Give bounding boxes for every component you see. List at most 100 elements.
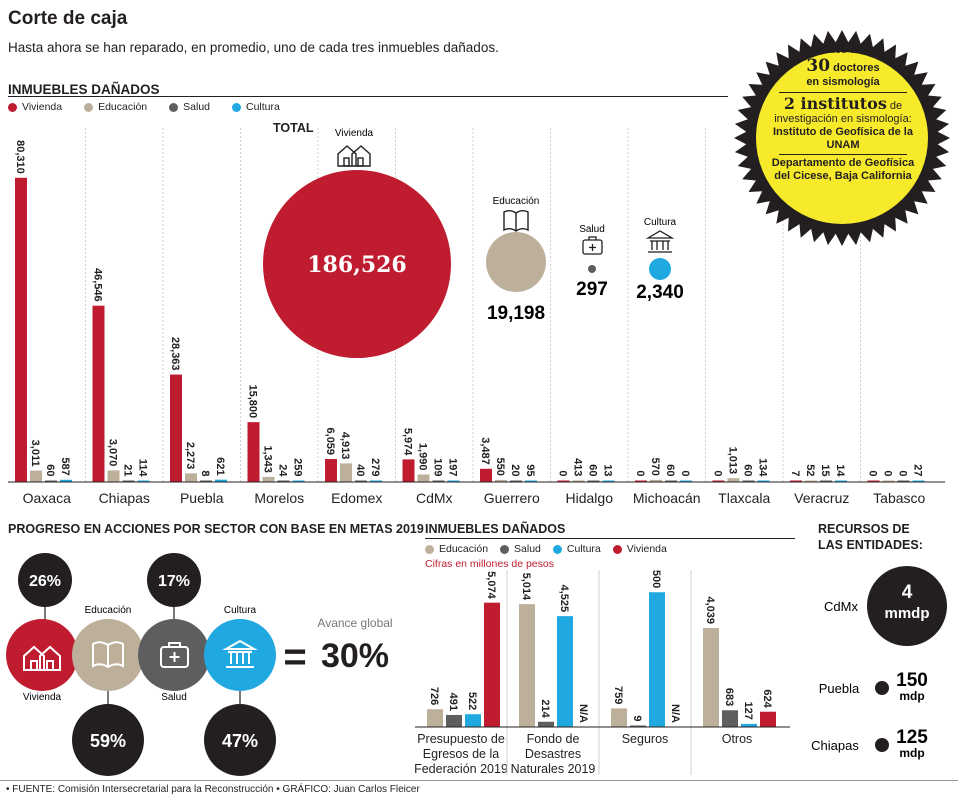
category-label: Veracruz — [794, 490, 849, 506]
bar-value-label: 7 — [789, 470, 801, 476]
budget-bar-educación-0 — [427, 709, 443, 727]
progress-vivienda-label: Vivienda — [23, 692, 62, 703]
category-label: Michoacán — [633, 490, 701, 506]
budget-legend-salud: Salud — [500, 543, 541, 555]
bar-value-label: 279 — [369, 458, 381, 476]
resource-chiapas-num: 125 — [896, 727, 928, 748]
educacion-dot-icon — [84, 102, 94, 112]
bar-value-label: 1,990 — [417, 443, 429, 471]
cultura-dot-icon — [232, 102, 241, 112]
budget-value-label: N/A — [577, 704, 589, 723]
budget-category-label: Federación 2019 — [414, 762, 508, 776]
bar-value-label: 80,310 — [14, 140, 26, 174]
bar-value-label: 6,059 — [324, 428, 336, 456]
progress-cultura-badge — [204, 704, 276, 776]
bar-value-label: 24 — [277, 464, 289, 477]
bar-vivienda-10 — [790, 480, 802, 482]
bar-value-label: 1,013 — [727, 447, 739, 475]
bar-salud-2 — [200, 480, 212, 482]
bar-salud-4 — [355, 480, 367, 482]
global-label: Avance global — [317, 616, 392, 630]
bar-salud-9 — [742, 480, 755, 482]
budget-bar-salud-1 — [538, 721, 554, 727]
medkit-icon — [582, 236, 603, 255]
bar-value-label: 3,011 — [29, 440, 41, 467]
bar-value-label: 95 — [524, 464, 536, 476]
totals-graphic: Vivienda 186,526 Educación 19,198 Salud … — [263, 128, 684, 358]
bar-value-label: 587 — [59, 457, 71, 475]
bar-value-label: 413 — [572, 458, 584, 476]
medkit-icon — [160, 642, 189, 668]
budget-bar-vivienda-0 — [484, 602, 500, 727]
bar-value-label: 3,070 — [107, 439, 119, 467]
bar-salud-8 — [665, 480, 677, 482]
legend-cultura: Cultura — [232, 101, 280, 113]
bar-cultura-7 — [602, 480, 615, 482]
house-icon — [23, 645, 61, 671]
bar-value-label: 0 — [897, 470, 909, 476]
category-label: Tabasco — [873, 490, 925, 506]
bar-cultura-4 — [370, 480, 382, 482]
resource-puebla-num: 150 — [896, 670, 928, 691]
bar-value-label: 46,546 — [92, 268, 104, 302]
budget-title: INMUEBLES DAÑADOS — [425, 522, 566, 536]
progress-graphic: 26% 17% 59% 47% Educación Cultura Vivien… — [6, 553, 393, 776]
bar-value-label: 21 — [122, 464, 134, 476]
bar-value-label: 109 — [432, 458, 444, 476]
budget-rule — [425, 538, 795, 539]
category-label: Guerrero — [484, 490, 540, 506]
bar-vivienda-4 — [325, 459, 337, 482]
category-label: Tlaxcala — [718, 490, 770, 506]
budget-category-label: Naturales 2019 — [511, 762, 596, 776]
budget-legend: Educación Salud Cultura Vivienda — [425, 543, 667, 555]
bar-cultura-9 — [757, 480, 770, 482]
bar-salud-11 — [897, 480, 910, 482]
total-label: TOTAL — [273, 121, 314, 135]
bar-educación-2 — [185, 473, 197, 482]
total-cultura-label: Cultura — [644, 217, 677, 228]
bar-vivienda-2 — [170, 374, 182, 482]
bar-value-label: 0 — [712, 470, 724, 476]
budget-bar-salud-2 — [630, 725, 646, 727]
resource-cdmx-circle — [867, 566, 947, 646]
budget-value-label: 759 — [612, 686, 624, 704]
salud-dot-icon — [500, 544, 510, 554]
bar-value-label: 3,487 — [479, 437, 491, 465]
bar-value-label: 60 — [44, 464, 56, 476]
budget-category-label: Fondo de — [527, 732, 580, 746]
budget-legend-educacion: Educación — [425, 543, 488, 555]
category-label: Chiapas — [99, 490, 150, 506]
bar-value-label: 0 — [867, 470, 879, 476]
total-vivienda-value: 186,526 — [307, 252, 407, 278]
equals-sign: = — [283, 635, 306, 679]
bar-value-label: 5,974 — [402, 428, 414, 456]
bar-value-label: 1,343 — [262, 445, 274, 473]
category-label: Oaxaca — [23, 490, 71, 506]
progress-title: PROGRESO EN ACCIONES POR SECTOR CON BASE… — [8, 522, 424, 536]
budget-value-label: 9 — [631, 715, 643, 721]
budget-value-label: 5,500 — [650, 570, 662, 588]
total-educacion-label: Educación — [493, 196, 540, 207]
resource-puebla-unit: mdp — [899, 689, 924, 703]
vivienda-dot-icon — [8, 102, 17, 112]
bar-value-label: 27 — [912, 464, 924, 476]
bar-salud-3 — [277, 480, 290, 482]
cultura-dot-icon — [552, 544, 562, 554]
bar-cultura-3 — [292, 480, 305, 482]
bar-educación-5 — [417, 474, 430, 482]
resource-puebla-label: Puebla — [819, 681, 860, 696]
budget-value-label: 683 — [723, 688, 735, 706]
bar-vivienda-1 — [92, 305, 105, 482]
bar-value-label: 14 — [834, 464, 846, 477]
bar-cultura-10 — [835, 480, 847, 482]
category-label: Hidalgo — [566, 490, 614, 506]
bar-vivienda-7 — [557, 480, 570, 482]
total-salud-value: 297 — [576, 279, 608, 300]
book-icon — [92, 641, 124, 669]
progress-vivienda-pct: 26% — [29, 573, 61, 590]
resources-graphic: CdMx 4 mmdp Puebla 150 mdp Chiapas 125 m… — [811, 566, 947, 760]
salud-dot-icon — [169, 102, 179, 112]
legend-educacion: Educación — [84, 101, 147, 113]
budget-value-label: 624 — [761, 689, 773, 708]
category-label: Morelos — [254, 490, 304, 506]
